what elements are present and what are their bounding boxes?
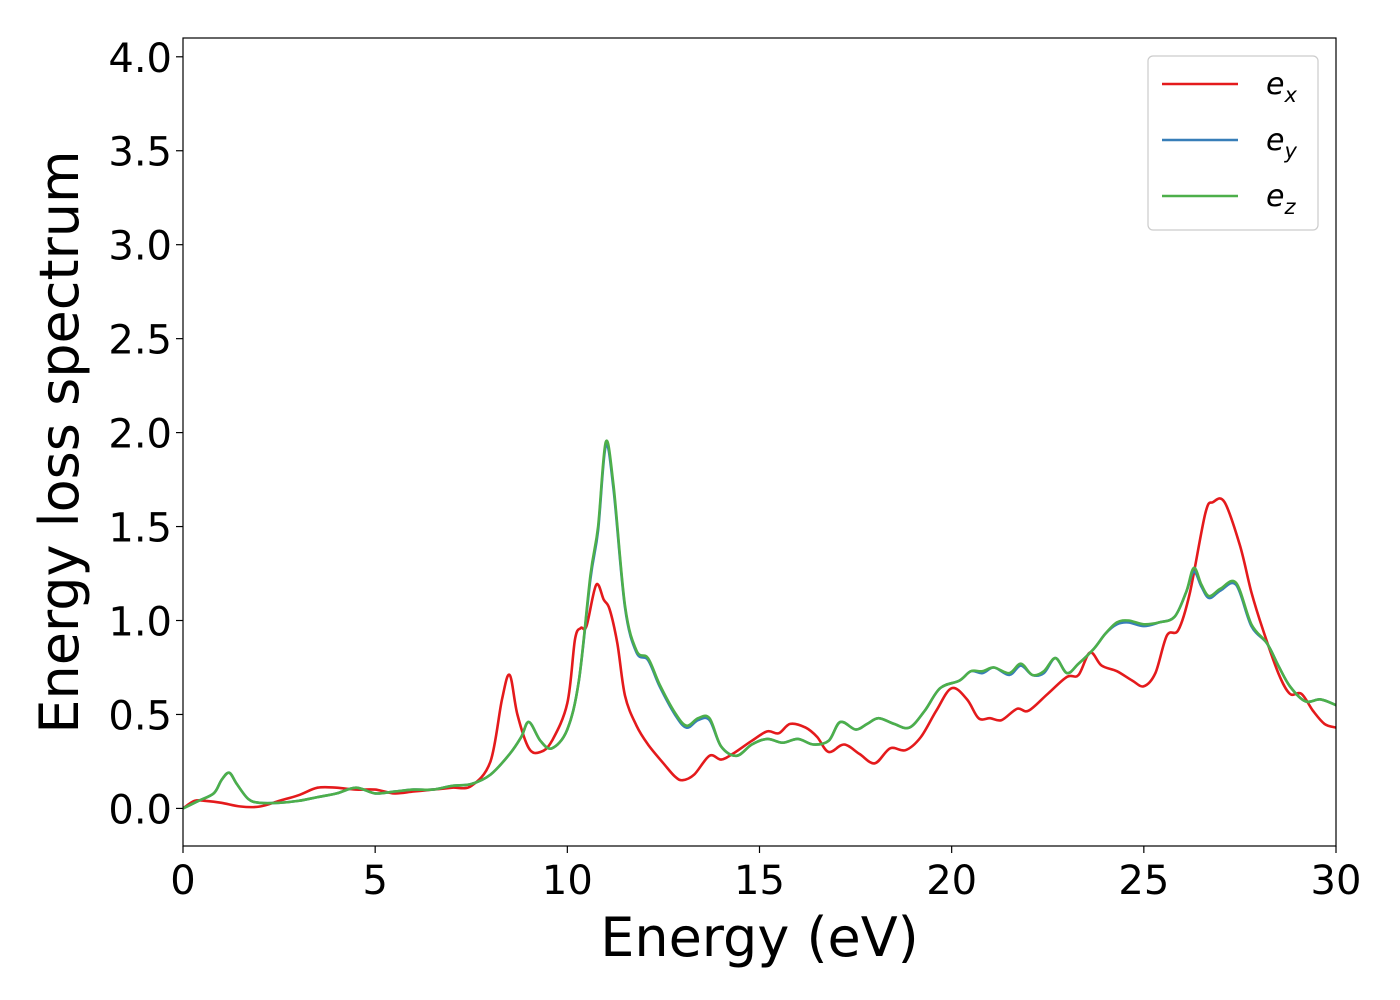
y-tick-label: 0.5 bbox=[108, 693, 172, 739]
x-tick-label: 30 bbox=[1311, 858, 1362, 904]
x-axis: 0 5 10 15 20 25 30 bbox=[170, 846, 1361, 904]
x-axis-label: Energy (eV) bbox=[600, 906, 919, 969]
y-tick-label: 1.0 bbox=[108, 600, 172, 646]
legend-box bbox=[1147, 55, 1319, 231]
y-axis: 0.0 0.5 1.0 1.5 2.0 2.5 3.0 3.5 4.0 bbox=[108, 36, 183, 833]
legend-label-e-y: ey bbox=[1266, 123, 1297, 163]
series-layer bbox=[183, 439, 1336, 810]
y-tick-label: 3.5 bbox=[108, 130, 172, 176]
x-tick-label: 15 bbox=[734, 858, 785, 904]
x-tick-label: 20 bbox=[926, 858, 977, 904]
x-tick-label: 5 bbox=[362, 858, 387, 904]
y-tick-label: 1.5 bbox=[108, 506, 172, 552]
legend: ex ey ez bbox=[1147, 55, 1319, 231]
x-tick-label: 25 bbox=[1118, 858, 1169, 904]
legend-label-e-x: ex bbox=[1266, 67, 1297, 107]
x-tick-label: 10 bbox=[542, 858, 593, 904]
y-tick-label: 4.0 bbox=[108, 36, 172, 82]
y-tick-label: 0.0 bbox=[108, 787, 172, 833]
y-tick-label: 3.0 bbox=[108, 224, 172, 270]
series-line-e-z bbox=[183, 439, 1336, 810]
y-axis-label: Energy loss spectrum bbox=[28, 150, 91, 733]
x-tick-label: 0 bbox=[170, 858, 195, 904]
y-tick-label: 2.0 bbox=[108, 412, 172, 458]
y-tick-label: 2.5 bbox=[108, 318, 172, 364]
legend-label-e-z: ez bbox=[1266, 179, 1296, 219]
